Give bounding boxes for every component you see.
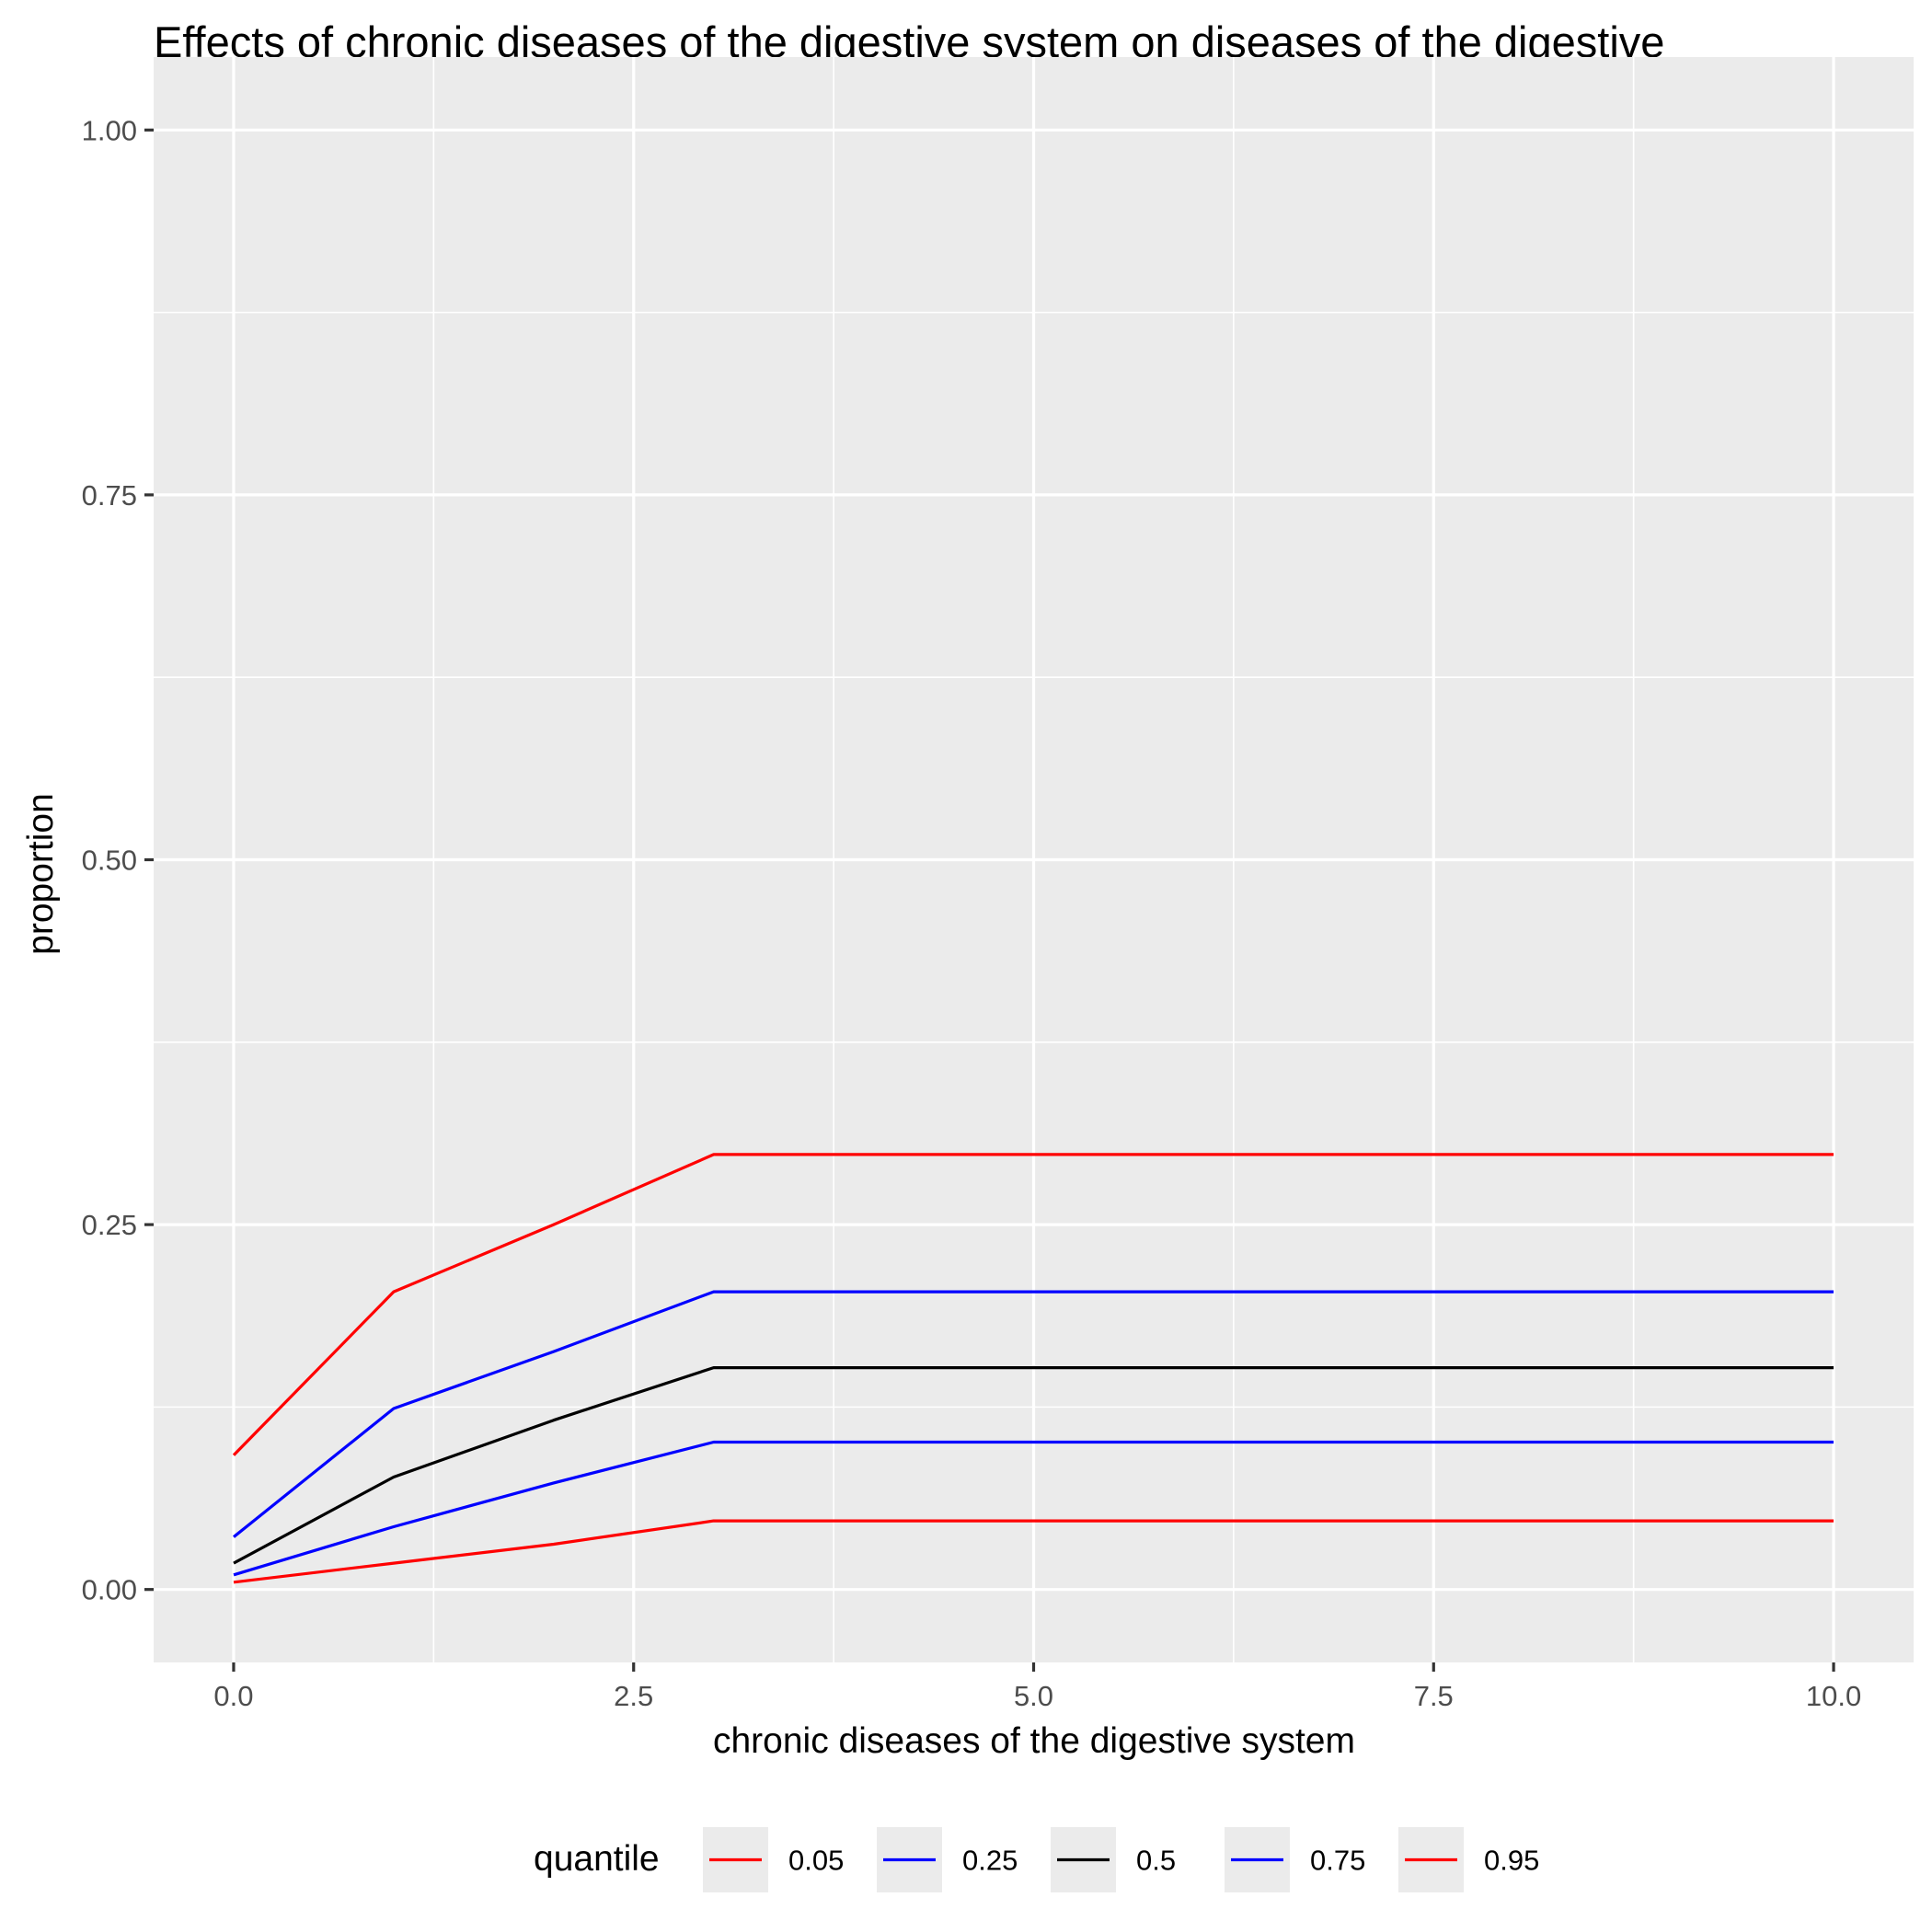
- x-axis-title: chronic diseases of the digestive system: [713, 1721, 1355, 1761]
- y-tick-label: 0.50: [82, 845, 137, 877]
- series-line-4: [232, 1153, 1834, 1456]
- x-tick-label: 0.0: [213, 1680, 253, 1712]
- y-tick-label: 0.25: [82, 1209, 137, 1241]
- x-tick-label: 2.5: [614, 1680, 653, 1712]
- legend-label-2: 0.5: [1136, 1845, 1176, 1877]
- legend-label-1: 0.25: [962, 1845, 1018, 1877]
- x-tick-label: 10.0: [1806, 1680, 1861, 1712]
- legend-label-0: 0.05: [788, 1845, 844, 1877]
- y-axis-title: proportion: [21, 793, 61, 955]
- x-axis: 0.0 2.5 5.0 7.5 10.0: [213, 1662, 1861, 1712]
- y-tick-label: 0.75: [82, 479, 137, 512]
- series-line-1: [233, 1440, 1834, 1577]
- y-axis: 0.00 0.25 0.50 0.75 1.00: [82, 114, 154, 1606]
- y-tick-label: 0.00: [82, 1574, 137, 1606]
- grid-major: [154, 57, 1914, 1662]
- legend-title: quantile: [534, 1839, 660, 1879]
- series-line-3: [232, 1290, 1834, 1538]
- x-tick-label: 7.5: [1414, 1680, 1454, 1712]
- series-line-2: [233, 1365, 1834, 1565]
- legend-label-3: 0.75: [1310, 1845, 1365, 1877]
- x-tick-label: 5.0: [1014, 1680, 1053, 1712]
- y-tick-label: 1.00: [82, 114, 137, 146]
- legend-label-4: 0.95: [1484, 1845, 1539, 1877]
- legend: quantile 0.05 0.25 0.5 0.75 0.95: [534, 1827, 1539, 1892]
- series-lines: [232, 1153, 1834, 1584]
- series-line-0: [233, 1519, 1834, 1584]
